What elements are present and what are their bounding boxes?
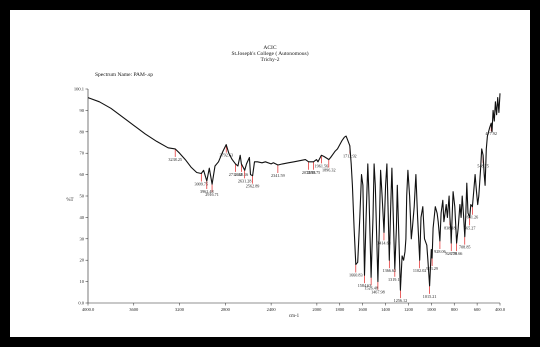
peak-label: 2660.16 [235, 172, 249, 177]
peak-label: 779.66 [451, 251, 463, 256]
lab-name: ACIC [263, 45, 277, 51]
y-tick-label: 50 [80, 194, 85, 199]
peak-label: 477.92 [485, 131, 497, 136]
x-tick-label: 3200 [175, 307, 185, 312]
college-name: St.Joseph's College ( Autonomous) [231, 51, 309, 57]
y-axis-label: %T [66, 198, 73, 203]
x-tick-label: 1000 [427, 307, 437, 312]
peak-label: 1467.98 [371, 290, 385, 295]
peak-label: 2711.12 [229, 172, 242, 177]
x-tick-label: 2800 [221, 307, 231, 312]
peak-label: 1102.02 [413, 268, 426, 273]
peak-label: 1015.21 [423, 294, 437, 299]
peak-label: 2792.63 [219, 153, 233, 158]
peak-label: 2030.75 [307, 170, 321, 175]
peak-label: 838.18 [444, 225, 456, 230]
peak-label: 665.27 [464, 225, 476, 230]
peak-label: 2341.59 [271, 173, 285, 178]
peak-label: 1526.48 [364, 285, 378, 290]
spectrum-name: Spectrum Name: PAM-.sp [95, 72, 154, 78]
peak-label: 3009.75 [194, 182, 208, 187]
peak-label: 1961.56 [315, 163, 329, 168]
x-tick-label: 1800 [335, 307, 345, 312]
y-tick-label: 10 [80, 279, 85, 284]
chart-axes: 4000.0 3600 3200 2800 2400 2000 1800 1600 1400 12… [66, 87, 505, 320]
peak-label: 2631.28 [238, 178, 252, 183]
peak-label: 548.75 [477, 163, 489, 168]
peak-label: 993.29 [426, 266, 438, 271]
peak-label: 826.50 [445, 251, 457, 256]
peak-label: 1414.63 [377, 240, 391, 245]
peak-label: 1660.83 [349, 272, 363, 277]
peak-label: 3962.48 [200, 189, 214, 194]
peak-label: 2562.89 [246, 184, 260, 189]
x-tick-label: 800 [451, 307, 459, 312]
peak-label: 1366.62 [383, 268, 397, 273]
y-tick-label: 30 [80, 236, 85, 241]
peak-label: 928.06 [434, 249, 446, 254]
y-tick-label: 60 [80, 172, 85, 177]
x-tick-label: 1200 [404, 307, 414, 312]
peak-label: 1256.12 [394, 298, 408, 303]
y-tick-label: 100.1 [74, 87, 84, 92]
peak-label: 1712.92 [343, 154, 357, 159]
x-axis-label: cm-1 [289, 314, 300, 319]
x-tick-label: 3600 [129, 307, 139, 312]
series-group [87, 93, 501, 291]
peak-label: 1896.32 [322, 168, 336, 173]
x-tick-label: 1600 [358, 307, 368, 312]
peak-label: 3238.25 [168, 157, 182, 162]
y-tick-label: 70 [80, 151, 85, 156]
peak-label: 2916.71 [205, 192, 219, 197]
x-tick-label: 400.0 [495, 307, 506, 312]
y-tick-label: 20 [80, 258, 85, 263]
x-tick-label: 2000 [312, 307, 322, 312]
x-tick-label: 4000.0 [82, 307, 95, 312]
y-tick-label: 80 [80, 129, 85, 134]
x-tick-label: 600 [474, 307, 482, 312]
y-tick-label: 0.0 [78, 301, 84, 306]
peak-label: 2072.93 [302, 170, 316, 175]
y-tick-label: 90 [80, 108, 85, 113]
peak-label: 1584.63 [358, 283, 372, 288]
y-tick-label: 40 [80, 215, 85, 220]
x-tick-label: 2400 [267, 307, 277, 312]
peak-label: 708.85 [459, 245, 471, 250]
peak-label: 641.26 [467, 215, 479, 220]
spectrum-line [87, 93, 501, 291]
x-tick-label: 1400 [381, 307, 391, 312]
college-location: Trichy-2 [260, 57, 280, 63]
peak-label: 1319.17 [388, 277, 402, 282]
